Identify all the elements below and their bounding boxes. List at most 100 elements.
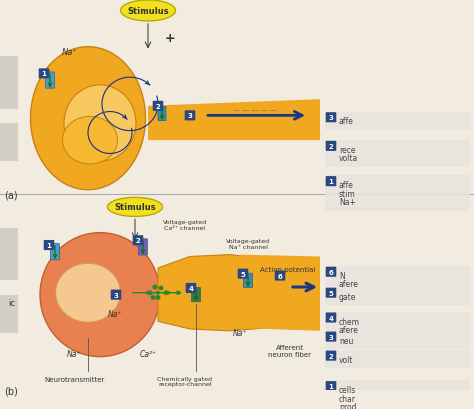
Text: 5: 5 [328, 290, 333, 296]
Text: Na+: Na+ [339, 198, 356, 207]
Text: (b): (b) [4, 385, 18, 395]
Text: stim: stim [339, 189, 356, 198]
Circle shape [153, 285, 157, 290]
Circle shape [166, 291, 170, 295]
Circle shape [176, 291, 180, 295]
Text: affe: affe [339, 117, 354, 126]
Text: ic: ic [8, 298, 15, 307]
FancyBboxPatch shape [237, 269, 248, 279]
Polygon shape [148, 100, 320, 141]
Text: Afferent
neuron fiber: Afferent neuron fiber [268, 344, 311, 357]
Text: 6: 6 [278, 273, 283, 279]
Text: Neurotransmitter: Neurotransmitter [45, 376, 105, 382]
Text: affe: affe [339, 181, 354, 190]
Text: chem: chem [339, 317, 360, 326]
Text: Voltage-gated
Ca²⁺ channel: Voltage-gated Ca²⁺ channel [163, 220, 207, 230]
Bar [325, 287, 470, 306]
Ellipse shape [40, 233, 160, 357]
Text: 1: 1 [328, 179, 333, 185]
FancyBboxPatch shape [158, 107, 166, 121]
Ellipse shape [64, 85, 136, 162]
Circle shape [164, 291, 168, 295]
Text: Na⁺: Na⁺ [108, 310, 122, 319]
FancyBboxPatch shape [46, 73, 55, 89]
FancyBboxPatch shape [275, 271, 285, 281]
Text: 1: 1 [42, 71, 46, 77]
Text: 2: 2 [328, 144, 333, 150]
FancyBboxPatch shape [326, 113, 336, 123]
Text: Stimulus: Stimulus [127, 7, 169, 16]
Text: 4: 4 [328, 315, 334, 321]
Bar [0, 228, 18, 281]
Text: volt: volt [339, 355, 354, 364]
Text: Ca²⁺: Ca²⁺ [139, 349, 156, 358]
Text: +: + [164, 31, 175, 45]
Ellipse shape [55, 263, 120, 322]
Text: Action potential: Action potential [260, 266, 315, 272]
Text: Stimulus: Stimulus [114, 203, 156, 212]
Text: 3: 3 [188, 113, 192, 119]
Bar [325, 350, 470, 368]
FancyBboxPatch shape [326, 177, 336, 187]
Polygon shape [240, 255, 320, 331]
Bar [325, 176, 470, 211]
FancyBboxPatch shape [133, 236, 143, 246]
FancyBboxPatch shape [111, 290, 121, 300]
Text: 3: 3 [328, 115, 333, 121]
Circle shape [155, 295, 161, 300]
FancyBboxPatch shape [186, 283, 196, 293]
Text: N: N [339, 271, 345, 280]
Text: gate: gate [339, 292, 356, 301]
Circle shape [158, 286, 164, 291]
FancyBboxPatch shape [326, 313, 336, 323]
Bar [325, 112, 470, 130]
Circle shape [147, 291, 153, 295]
Text: (a): (a) [4, 190, 18, 200]
FancyBboxPatch shape [153, 101, 164, 112]
FancyBboxPatch shape [244, 274, 253, 288]
FancyBboxPatch shape [326, 267, 336, 277]
Text: Chemically gated
receptor-channel: Chemically gated receptor-channel [157, 376, 212, 387]
FancyBboxPatch shape [185, 111, 195, 121]
FancyBboxPatch shape [44, 240, 55, 250]
Bar [0, 195, 320, 390]
Text: cells: cells [339, 385, 356, 394]
Ellipse shape [108, 198, 163, 217]
Ellipse shape [63, 117, 118, 164]
Bar [0, 295, 18, 333]
Text: rece: rece [339, 146, 356, 155]
Text: 5: 5 [241, 271, 246, 277]
Text: 3: 3 [328, 334, 333, 340]
FancyBboxPatch shape [51, 244, 60, 260]
Text: 2: 2 [328, 353, 333, 359]
Bar [325, 312, 470, 339]
Text: afere: afere [339, 325, 359, 334]
Ellipse shape [30, 47, 146, 190]
Text: prod: prod [339, 402, 356, 409]
Bar [0, 0, 320, 195]
Bar [325, 266, 470, 293]
Text: Na⁺: Na⁺ [233, 328, 247, 337]
Bar [325, 331, 470, 349]
FancyBboxPatch shape [326, 381, 336, 391]
Text: 2: 2 [136, 238, 140, 244]
Text: 6: 6 [328, 269, 333, 275]
Polygon shape [158, 255, 265, 331]
FancyBboxPatch shape [191, 288, 201, 302]
Circle shape [146, 291, 150, 295]
Text: Voltage-gated
Na⁺ channel: Voltage-gated Na⁺ channel [226, 238, 270, 249]
FancyBboxPatch shape [39, 69, 49, 79]
Ellipse shape [120, 1, 175, 22]
Bar [325, 380, 470, 409]
Text: 4: 4 [189, 285, 193, 291]
Bar [0, 124, 18, 162]
Text: Na⁺: Na⁺ [62, 48, 78, 57]
Text: Na⁺: Na⁺ [67, 349, 81, 358]
Text: 2: 2 [155, 103, 160, 110]
Text: afere: afere [339, 280, 359, 289]
FancyBboxPatch shape [326, 288, 336, 298]
Text: — — — — —: — — — — — [233, 106, 277, 112]
Circle shape [156, 291, 160, 295]
Text: 1: 1 [328, 383, 333, 389]
Text: char: char [339, 394, 356, 403]
